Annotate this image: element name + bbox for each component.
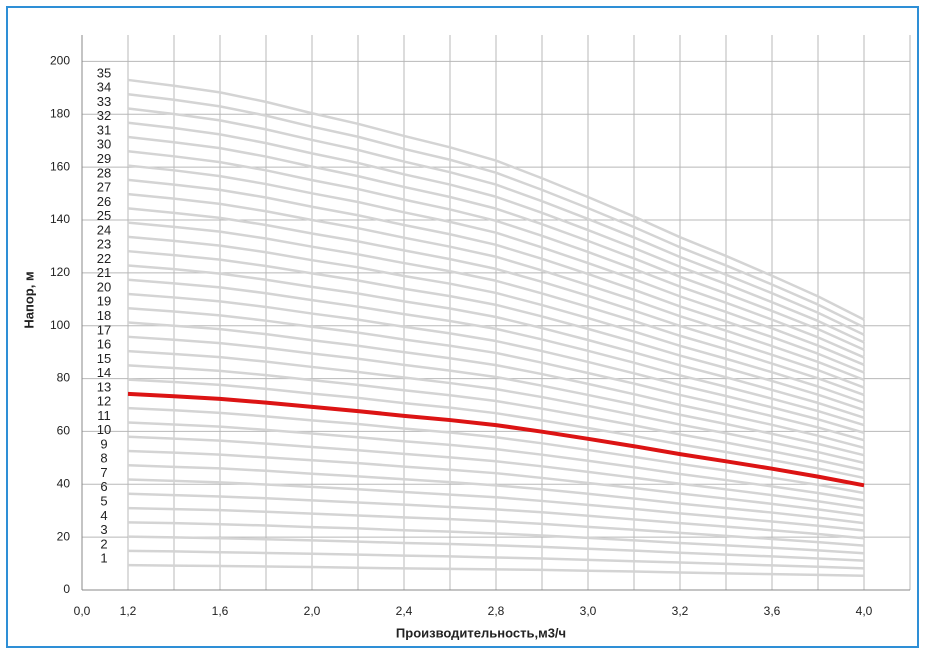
y-tick-label: 60 (57, 424, 71, 438)
x-tick-label: 0,0 (74, 604, 91, 618)
series-line (127, 563, 865, 577)
series-label: 19 (97, 294, 111, 309)
series-label: 12 (97, 394, 111, 409)
x-tick-label: 1,6 (212, 604, 229, 618)
series-label: 6 (100, 479, 107, 494)
series-label: 17 (97, 322, 111, 337)
series-label: 21 (97, 265, 111, 280)
series-line (127, 235, 865, 404)
series-label: 3 (100, 522, 107, 537)
y-tick-label: 100 (50, 318, 70, 332)
series-label: 29 (97, 151, 111, 166)
series-label: 5 (100, 494, 107, 509)
x-tick-label: 2,4 (396, 604, 413, 618)
series-line (127, 150, 865, 359)
series-line (127, 464, 865, 525)
series-line (127, 164, 865, 366)
series-line (127, 435, 865, 510)
series-line (127, 192, 865, 382)
series-label: 11 (97, 408, 111, 423)
series-line (127, 107, 865, 336)
series-line (127, 549, 865, 570)
y-axis-label: Напор, м (21, 271, 36, 328)
series-line (127, 121, 865, 344)
series-line (127, 406, 865, 495)
series-line (127, 535, 865, 562)
series-line (127, 135, 865, 351)
series-label: 7 (100, 465, 107, 480)
series-label: 27 (97, 180, 111, 195)
y-tick-label: 40 (57, 476, 71, 490)
x-tick-label: 2,0 (304, 604, 321, 618)
series-line (127, 349, 865, 465)
x-tick-label: 3,2 (672, 604, 689, 618)
series-line (127, 278, 865, 427)
series-line (127, 292, 865, 434)
series-line (127, 78, 865, 321)
series-label: 14 (97, 365, 111, 380)
y-tick-label: 80 (57, 371, 71, 385)
series-label: 16 (97, 337, 111, 352)
series-label: 18 (97, 308, 111, 323)
series-label: 13 (97, 379, 111, 394)
series-line (127, 307, 865, 442)
y-tick-label: 0 (63, 582, 70, 596)
series-line (127, 92, 865, 329)
series-line (127, 449, 865, 517)
series-label: 9 (100, 436, 107, 451)
y-tick-label: 20 (57, 529, 71, 543)
x-tick-label: 3,6 (764, 604, 781, 618)
x-axis-label: Производительность,м3/ч (396, 625, 566, 640)
series-label: 1 (100, 551, 107, 566)
series-line (127, 178, 865, 374)
series-label: 4 (100, 508, 107, 523)
series-line (127, 478, 865, 532)
x-tick-label: 2,8 (488, 604, 505, 618)
series-line (127, 492, 865, 540)
series-label: 34 (97, 80, 111, 95)
series-label: 32 (97, 108, 111, 123)
series-line (127, 249, 865, 412)
series-label: 26 (97, 194, 111, 209)
series-label: 25 (97, 208, 111, 223)
y-tick-label: 160 (50, 159, 70, 173)
series-line (127, 506, 865, 547)
series-line (127, 335, 865, 457)
series-label: 15 (97, 351, 111, 366)
series-label: 24 (97, 222, 111, 237)
y-tick-label: 200 (50, 54, 70, 68)
series-line (127, 321, 865, 450)
series-line (127, 391, 865, 488)
series-line (127, 207, 865, 389)
series-label: 31 (97, 122, 111, 137)
y-tick-label: 140 (50, 212, 70, 226)
series-label: 35 (97, 65, 111, 80)
series-label: 33 (97, 94, 111, 109)
x-tick-label: 4,0 (856, 604, 873, 618)
series-label: 23 (97, 237, 111, 252)
series-line (127, 364, 865, 472)
series-line (127, 221, 865, 397)
series-label: 8 (100, 451, 107, 466)
series-label: 2 (100, 536, 107, 551)
series-label: 20 (97, 279, 111, 294)
series-label: 10 (97, 422, 111, 437)
series-line (127, 264, 865, 419)
series-label: 30 (97, 137, 111, 152)
series-label: 22 (97, 251, 111, 266)
y-tick-label: 120 (50, 265, 70, 279)
y-tick-label: 180 (50, 106, 70, 120)
x-tick-label: 1,2 (120, 604, 137, 618)
series-line (127, 378, 865, 480)
series-line (127, 521, 865, 555)
series-label: 28 (97, 165, 111, 180)
x-tick-label: 3,0 (580, 604, 597, 618)
series-line (127, 421, 865, 502)
